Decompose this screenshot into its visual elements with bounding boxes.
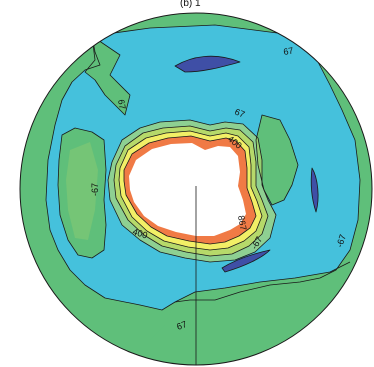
green-patch-left xyxy=(58,128,106,258)
low-patch-top xyxy=(175,56,240,72)
map-field-group xyxy=(20,13,372,365)
low-patch-lower xyxy=(222,250,270,272)
contour-label: 67 xyxy=(116,99,128,111)
green-patch-right xyxy=(256,115,298,205)
contour-low-patch-right xyxy=(310,167,319,213)
contour-ring-yellow xyxy=(118,130,263,251)
contour-ring-yellow-green xyxy=(113,125,269,257)
contour-label: 867 xyxy=(236,215,248,232)
contour-green-patch-right xyxy=(255,114,299,206)
contour-ring-orange xyxy=(123,135,257,245)
contour-label: 67 xyxy=(283,45,295,57)
contour-label: 67 xyxy=(175,319,188,332)
contour-label: 67 xyxy=(233,107,246,120)
continent-land-mask xyxy=(129,143,246,236)
contour-low-patch-top xyxy=(174,55,241,73)
contour-green-patch-top-left xyxy=(84,35,131,116)
contour-label: -67 xyxy=(90,183,100,196)
contour-label: 400 xyxy=(131,226,148,240)
contour-low-patch-lower xyxy=(221,249,271,273)
clipped-panel-title: (b) 1 xyxy=(180,0,201,9)
green-patch-left-inner xyxy=(66,142,98,240)
low-patch-right xyxy=(311,168,319,212)
contour-green-patch-left xyxy=(57,127,107,259)
map-boundary-circle xyxy=(19,12,373,366)
contour-green-region-bottom xyxy=(174,261,351,303)
contour-label: -67 xyxy=(334,233,348,248)
contour-ring-outer xyxy=(107,119,277,263)
